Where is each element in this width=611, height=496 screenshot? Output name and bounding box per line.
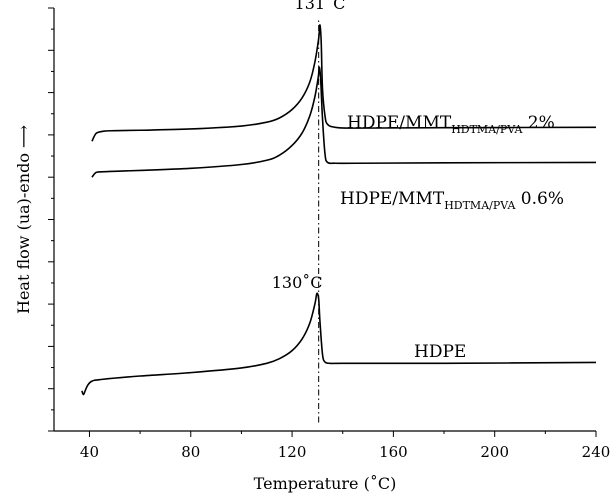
peak-annotation: 131˚C bbox=[295, 0, 346, 13]
x-tick-label: 120 bbox=[278, 443, 307, 461]
y-axis-title: Heat flow (ua)-endo ⟶ bbox=[14, 125, 33, 314]
series-label-hdpe-mmt-2pct: HDPE/MMTHDTMA/PVA 2% bbox=[347, 113, 555, 136]
x-tick-label: 80 bbox=[181, 443, 200, 461]
axes: 40 80 120 160 200 240 bbox=[48, 7, 611, 461]
x-tick-label: 40 bbox=[80, 443, 99, 461]
peak-annotation: 130˚C bbox=[272, 273, 323, 292]
x-tick-label: 200 bbox=[480, 443, 509, 461]
series-line-hdpe bbox=[81, 292, 597, 396]
series-label-hdpe-mmt-0-6pct: HDPE/MMTHDTMA/PVA 0.6% bbox=[340, 189, 564, 212]
series-line-hdpe-mmt-2pct bbox=[91, 24, 597, 142]
x-axis-title: Temperature (˚C) bbox=[254, 474, 397, 493]
annotations: 131˚C 130˚C bbox=[272, 0, 346, 292]
series-group bbox=[81, 24, 597, 396]
series-label-hdpe: HDPE bbox=[414, 342, 466, 362]
series-line-hdpe-mmt-0-6pct bbox=[91, 66, 597, 178]
x-tick-label: 240 bbox=[582, 443, 611, 461]
series-labels: HDPE/MMTHDTMA/PVA 2% HDPE/MMTHDTMA/PVA 0.… bbox=[340, 113, 564, 362]
x-tick-label: 160 bbox=[379, 443, 408, 461]
